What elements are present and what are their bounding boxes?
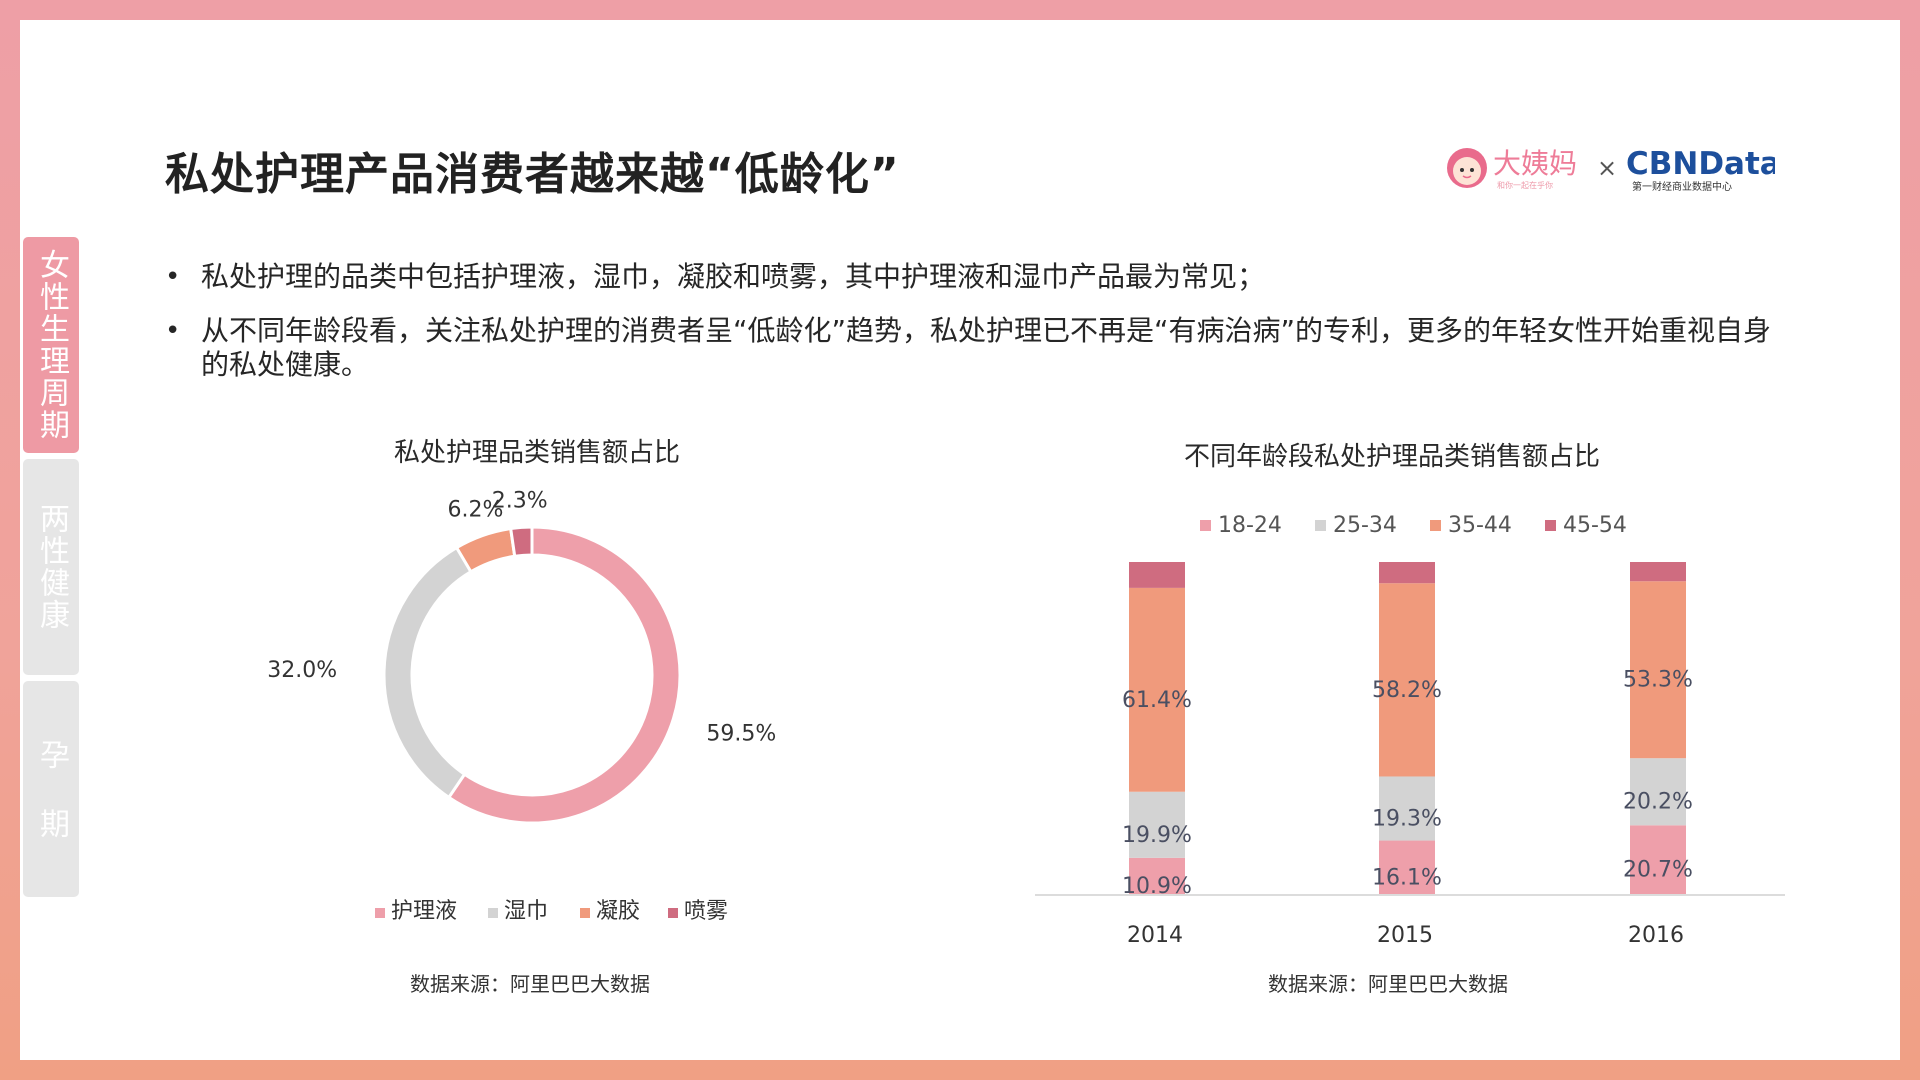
bar-segment-2016-18-24 [1630,825,1686,894]
legend-swatch [1545,520,1556,531]
bar-segment-2014-25-34 [1129,791,1185,858]
bullet-item: • 私处护理的品类中包括护理液，湿巾，凝胶和喷雾，其中护理液和湿巾产品最为常见； [165,260,1785,294]
x-tick-label: 2016 [1628,923,1684,948]
legend-label: 喷雾 [684,899,728,924]
legend-swatch [1315,520,1326,531]
bullet-marker: • [165,316,181,346]
tab-female-cycle[interactable]: 女性生理周期 [23,237,79,453]
legend-swatch [488,908,498,918]
legend-label: 凝胶 [596,899,640,924]
logo-times: × [1597,154,1617,182]
bar-source: 数据来源：阿里巴巴大数据 [1268,972,1508,996]
logo-tagline-left: 和你一起在乎你 [1497,180,1553,190]
donut-slice-湿巾 [382,545,473,800]
bar-value-label: 19.3% [1372,807,1442,832]
page-title: 私处护理产品消费者越来越“低龄化” [165,149,900,200]
mascot-face-icon [1447,148,1487,188]
legend-swatch [1430,520,1441,531]
legend-swatch [375,908,385,918]
bar-value-label: 58.2% [1372,678,1442,703]
donut-value-label: 59.5% [706,721,776,746]
bar-segment-2014-45-54 [1129,562,1185,588]
logo-tagline-right: 第一财经商业数据中心 [1632,180,1732,193]
stacked-bar-chart: 18-24 25-34 35-44 45-5410.9%19.9%61.4%20141… [1035,513,1785,948]
bullet-marker: • [165,262,181,292]
bar-value-label: 20.7% [1623,858,1693,883]
bullet-text: 从不同年龄段看，关注私处护理的消费者呈“低龄化”趋势，私处护理已不再是“有病治病… [201,314,1772,381]
slide: 私处护理产品消费者越来越“低龄化” 大姨妈 和你一起在乎你 × CBNData … [20,20,1900,1060]
donut-chart: 59.5% 32.0% 6.2%2.3% 护理液 湿巾 凝胶 喷雾 [267,488,776,924]
bar-segment-2014-18-24 [1129,857,1185,894]
donut-value-label: 6.2% [447,498,503,523]
donut-slice-护理液 [446,525,682,825]
bar-segment-2016-35-44 [1630,581,1686,759]
bar-segment-2015-35-44 [1379,583,1435,777]
bar-value-label: 61.4% [1122,688,1192,713]
bar-segment-2014-35-44 [1129,587,1185,792]
legend-label: 45-54 [1563,513,1627,538]
side-tab-nav: 女性生理周期 两性健康 孕 期 [23,237,79,903]
legend-swatch [580,908,590,918]
bar-value-label: 53.3% [1623,668,1693,693]
bar-value-label: 19.9% [1122,823,1192,848]
donut-chart-title: 私处护理品类销售额占比 [393,438,681,468]
brand-logo: 大姨妈 和你一起在乎你 × CBNData 第一财经商业数据中心 [1447,146,1775,193]
legend-swatch [668,908,678,918]
logo-brand-right: CBNData [1626,146,1775,182]
bar-value-label: 20.2% [1623,790,1693,815]
legend-label: 25-34 [1333,513,1397,538]
logo-brand-left: 大姨妈 [1493,147,1577,180]
tab-sexual-health[interactable]: 两性健康 [23,459,79,675]
bar-segment-2015-18-24 [1379,840,1435,894]
legend-label: 18-24 [1218,513,1282,538]
donut-value-label: 2.3% [492,488,548,513]
bullet-text: 私处护理的品类中包括护理液，湿巾，凝胶和喷雾，其中护理液和湿巾产品最为常见； [201,260,1266,293]
bar-value-label: 16.1% [1372,865,1442,890]
legend-swatch [1200,520,1211,531]
bar-segment-2015-25-34 [1379,776,1435,841]
donut-slice-喷雾 [508,525,534,558]
x-tick-label: 2014 [1127,923,1183,948]
bullet-item: • 从不同年龄段看，关注私处护理的消费者呈“低龄化”趋势，私处护理已不再是“有病… [165,314,1785,382]
bullet-list: • 私处护理的品类中包括护理液，湿巾，凝胶和喷雾，其中护理液和湿巾产品最为常见；… [165,260,1785,402]
legend-label: 35-44 [1448,513,1512,538]
bar-segment-2016-45-54 [1630,562,1686,582]
tab-pregnancy[interactable]: 孕 期 [23,681,79,897]
legend-label: 湿巾 [504,899,548,924]
legend-label: 护理液 [391,899,457,924]
bar-segment-2016-25-34 [1630,758,1686,826]
bar-chart-title: 不同年龄段私处护理品类销售额占比 [1183,442,1601,472]
bar-segment-2015-45-54 [1379,562,1435,584]
donut-value-label: 32.0% [267,658,337,683]
donut-source: 数据来源：阿里巴巴大数据 [410,972,650,996]
donut-slice-凝胶 [454,526,517,574]
x-tick-label: 2015 [1377,923,1433,948]
